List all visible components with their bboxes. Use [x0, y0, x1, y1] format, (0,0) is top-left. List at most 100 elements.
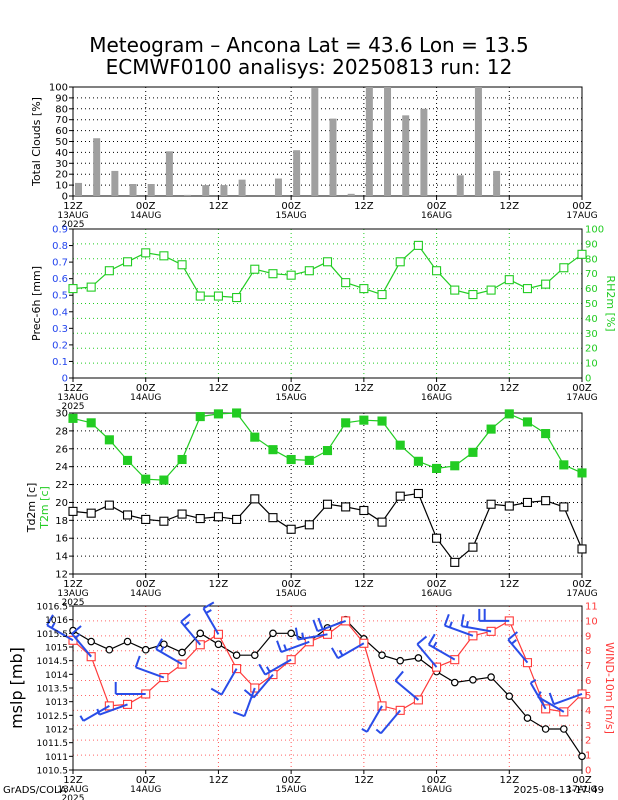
- series-point-t2m: [232, 408, 242, 418]
- y-tick-label: 0.8: [52, 241, 68, 252]
- wind-barb-shaft: [220, 668, 238, 696]
- wind-barb: [202, 601, 220, 635]
- x-tick-label: 00Z: [572, 775, 592, 786]
- series-point-mslp: [396, 656, 405, 665]
- y-tick-label: 22: [55, 480, 68, 491]
- wind-barb-half-feather: [50, 622, 56, 629]
- wind-barb-feather: [548, 692, 555, 705]
- y-axis-label-right: RH2m [%]: [604, 275, 617, 331]
- x-tick-date: 15AUG: [276, 785, 307, 795]
- wind-barb-shaft: [366, 705, 383, 733]
- series-point-mslp: [160, 640, 168, 649]
- wind-barb-half-feather: [432, 641, 438, 648]
- series-point-td2m: [141, 514, 151, 524]
- y-right-tick-label: 20: [585, 344, 598, 355]
- wind-barb-feather: [276, 640, 283, 653]
- series-point-td2m: [304, 520, 314, 530]
- y-right-tick-label: 90: [585, 239, 598, 250]
- y-tick-label: 20: [55, 498, 68, 509]
- wind-barb-feather: [294, 627, 299, 640]
- panel-frame: [72, 412, 583, 575]
- wind-barb: [114, 681, 146, 695]
- series-point-mslp: [196, 629, 205, 638]
- y-tick-label: 0.9: [52, 225, 68, 236]
- series-point-rh2m: [304, 266, 314, 276]
- wind-barb-feather: [507, 631, 519, 641]
- wind-barb-half-feather: [205, 609, 212, 614]
- series-point-t2m: [322, 446, 333, 456]
- y-right-tick-label: 3: [585, 721, 591, 732]
- y-tick-label: 16: [55, 534, 68, 545]
- y-tick-label: 1013: [45, 698, 68, 708]
- x-tick-date: 16AUG: [421, 589, 452, 599]
- x-tick-date: 16AUG: [421, 785, 452, 795]
- x-tick-label: 12Z: [499, 579, 519, 590]
- panel-4: [46, 601, 587, 774]
- x-tick-label: 00Z: [572, 579, 592, 590]
- x-tick-label: 00Z: [427, 579, 447, 590]
- series-point-td2m: [504, 501, 514, 511]
- y-right-tick-label: 5: [585, 691, 591, 702]
- wind-barb-feather: [331, 647, 339, 659]
- x-tick-date: 16AUG: [421, 393, 452, 403]
- series-point-t2m: [177, 454, 187, 465]
- wind-barb: [375, 709, 401, 735]
- y-tick-label: 26: [55, 444, 68, 455]
- series-point-t2m: [250, 432, 260, 442]
- series-point-rh2m: [159, 251, 169, 261]
- x-tick-label: 12Z: [63, 579, 83, 590]
- wind-barb-feather: [46, 614, 54, 626]
- y-tick-label: 100: [49, 83, 68, 94]
- series-point-mslp: [178, 648, 186, 657]
- series-point-td2m: [195, 513, 205, 524]
- series-point-rh2m: [541, 279, 551, 289]
- y-tick-label: 0.5: [52, 291, 68, 302]
- series-point-rh2m: [359, 284, 369, 294]
- y-tick-label: 40: [55, 148, 68, 159]
- y-tick-label: 30: [55, 409, 68, 420]
- x-tick-label: 12Z: [354, 201, 374, 212]
- series-point-mslp: [450, 678, 459, 687]
- series-point-td2m: [122, 510, 133, 520]
- wind-barb: [232, 687, 256, 718]
- series-point-mslp: [523, 714, 532, 722]
- series-line-mslp: [72, 618, 583, 757]
- series-point-td2m: [559, 502, 569, 512]
- y-tick-label: 1016.5: [37, 603, 69, 613]
- series-point-td2m: [177, 509, 187, 519]
- cloud-bar: [329, 118, 337, 196]
- wind-barb-feather: [416, 635, 428, 645]
- series-point-mslp: [560, 725, 568, 733]
- y-axis-label: Td2m [c]: [25, 483, 38, 534]
- series-point-rh2m: [122, 257, 133, 267]
- cloud-bar: [474, 87, 482, 196]
- y-tick-label: 0.2: [52, 340, 68, 351]
- y-tick-label: 1014: [45, 671, 68, 681]
- x-tick-label: 00Z: [427, 383, 447, 394]
- series-point-td2m: [450, 557, 460, 567]
- y-right-tick-label: 40: [585, 314, 598, 325]
- cloud-bar: [347, 193, 355, 196]
- y-tick-label: 1015: [45, 644, 68, 654]
- x-tick-label: 00Z: [281, 383, 301, 394]
- wind-barb-shaft: [243, 687, 256, 717]
- y-tick-label: 1010.5: [37, 767, 69, 777]
- x-tick-date: 15AUG: [276, 393, 307, 403]
- wind-barb: [331, 642, 365, 660]
- series-point-t2m: [413, 456, 423, 466]
- series-point-td2m: [286, 524, 296, 534]
- series-point-t2m: [141, 474, 151, 484]
- x-tick-label: 12Z: [209, 579, 229, 590]
- series-point-td2m: [86, 508, 96, 518]
- wind-barb-half-feather: [265, 666, 271, 673]
- x-tick-date: 14AUG: [130, 589, 161, 599]
- y-right-tick-label: 30: [585, 329, 598, 340]
- cloud-bar: [220, 185, 228, 196]
- y-tick-label: 1012.5: [37, 712, 69, 722]
- wind-barb: [361, 705, 383, 733]
- y-right-tick-label: 10: [585, 359, 598, 370]
- series-point-td2m: [577, 544, 587, 554]
- series-point-rh2m: [432, 266, 442, 276]
- wind-barb-shaft: [553, 693, 583, 706]
- wind-barb-half-feather: [465, 620, 469, 628]
